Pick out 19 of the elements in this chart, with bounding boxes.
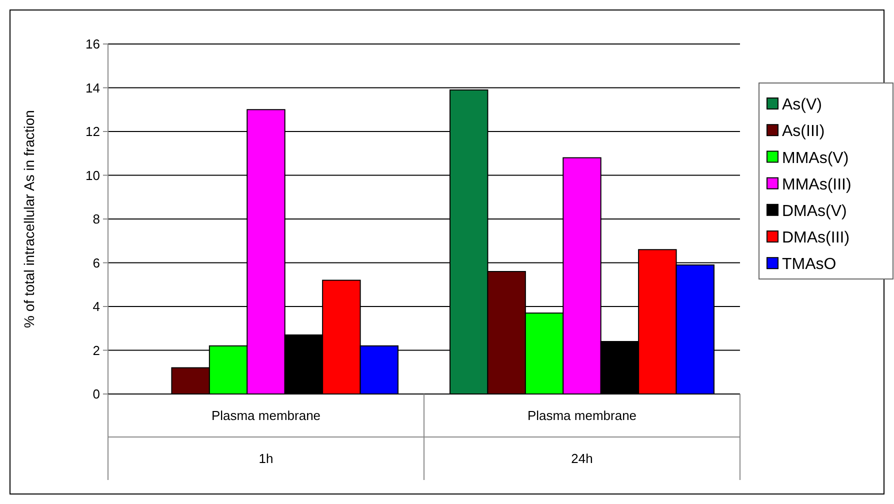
y-tick-label: 6 (92, 255, 100, 270)
y-tick-label: 0 (92, 386, 100, 402)
category-label: Plasma membrane 24h (527, 408, 637, 466)
y-tick-label: 10 (86, 168, 100, 183)
legend-label: MMAs(III) (782, 176, 852, 194)
y-axis-title: % of total intracellular As in fraction (21, 110, 37, 328)
legend-label: DMAs(V) (782, 203, 847, 220)
y-tick-label: 8 (92, 212, 100, 227)
legend-label: TMAsO (782, 256, 836, 274)
legend-label: MMAs(V) (782, 150, 849, 167)
y-tick-label: 4 (92, 299, 100, 314)
legend-label: As(III) (782, 123, 825, 140)
y-tick-label: 16 (86, 36, 100, 52)
y-tick-label: 2 (92, 342, 100, 358)
y-tick-label: 12 (86, 124, 100, 140)
legend-label: DMAs(III) (782, 230, 850, 247)
legend-label: As(V) (782, 96, 822, 114)
y-tick-label: 14 (86, 80, 100, 96)
category-label: Plasma membrane 1h (211, 408, 321, 466)
